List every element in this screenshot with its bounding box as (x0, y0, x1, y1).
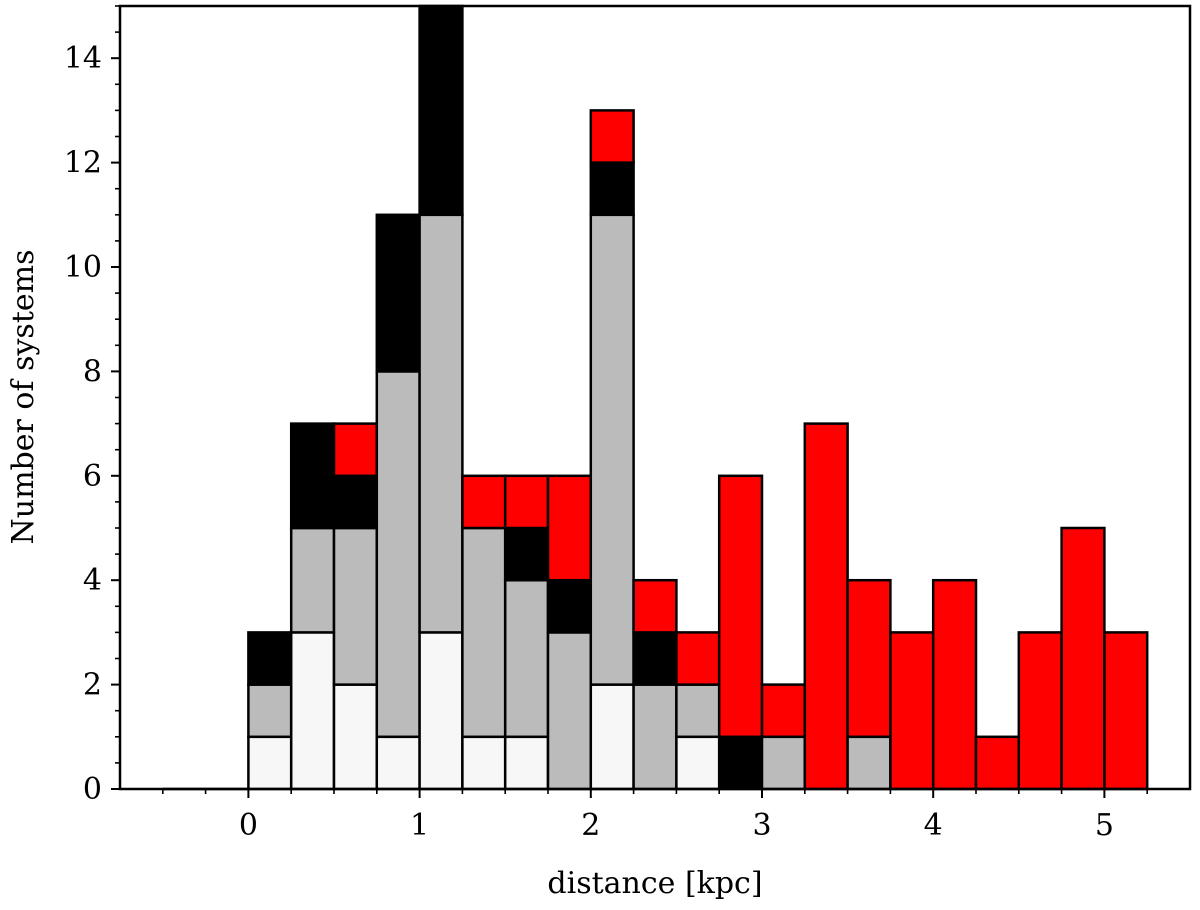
bar-segment (717, 735, 764, 791)
bar-segment (418, 213, 464, 634)
y-tick-label: 0 (83, 772, 102, 807)
bar-segment (589, 109, 635, 164)
x-tick-label: 4 (924, 808, 943, 843)
bar-segment (632, 578, 678, 634)
bar-segment (675, 631, 721, 686)
bar-segment (1060, 526, 1106, 791)
bar-segment (889, 631, 935, 791)
bar-segment (418, 4, 464, 217)
x-tick-label: 1 (410, 808, 429, 843)
bar-segment (332, 683, 379, 791)
bar-segment (760, 735, 807, 791)
bar-segment (589, 161, 635, 217)
y-axis-label: Number of systems (6, 250, 41, 545)
bar-segment (632, 631, 678, 686)
y-tick-label: 8 (83, 354, 102, 389)
bar-segment (632, 683, 678, 791)
bar-segment (546, 474, 593, 582)
bar-segment (589, 683, 635, 791)
bar-segment (974, 735, 1021, 791)
bar-segment (675, 683, 721, 739)
x-tick-label: 5 (1095, 808, 1114, 843)
bar-segment (546, 631, 593, 791)
y-tick-label: 12 (64, 146, 102, 181)
bar-segment (503, 578, 550, 739)
bar-segment (289, 526, 336, 634)
bar-segment (846, 735, 892, 791)
bar-segment (546, 578, 593, 634)
bar-segment (503, 474, 550, 530)
bar-segment (332, 422, 379, 478)
bar-segment (503, 526, 550, 582)
bar-segment (589, 213, 635, 686)
y-tick-label: 10 (64, 250, 102, 285)
bar-segment (803, 422, 849, 791)
bar-segment (289, 631, 336, 791)
bar-segment (461, 474, 507, 530)
y-tick-label: 6 (83, 459, 102, 494)
x-axis-ticks: 0 1 2 3 4 5 (162, 789, 1148, 843)
bar-segment (717, 474, 764, 739)
y-tick-label: 4 (83, 563, 102, 598)
bar-segment (375, 213, 421, 373)
bar-segment (289, 422, 336, 530)
bars-layer (162, 4, 1149, 791)
bar-segment (247, 735, 293, 791)
bar-segment (461, 526, 507, 739)
bar-segment (1103, 631, 1149, 791)
bar-segment (931, 578, 978, 791)
bar-segment (332, 474, 379, 530)
y-tick-label: 2 (83, 668, 102, 703)
bar-segment (675, 735, 721, 791)
bar-segment (375, 370, 421, 739)
y-tick-label: 14 (64, 41, 102, 76)
bar-segment (1017, 631, 1063, 791)
x-axis-label: distance [kpc] (547, 866, 762, 901)
bar-segment (846, 578, 892, 739)
bar-segment (247, 631, 293, 686)
x-tick-label: 0 (239, 808, 258, 843)
bar-segment (332, 526, 379, 686)
bar-segment (760, 683, 807, 739)
bar-segment (461, 735, 507, 791)
bar-segment (375, 735, 421, 791)
bar-segment (247, 683, 293, 739)
bar-segment (418, 631, 464, 791)
y-axis-ticks: 0 2 4 6 8 10 12 14 (64, 5, 120, 807)
bar-segment (503, 735, 550, 791)
x-tick-label: 3 (752, 808, 771, 843)
x-tick-label: 2 (581, 808, 600, 843)
